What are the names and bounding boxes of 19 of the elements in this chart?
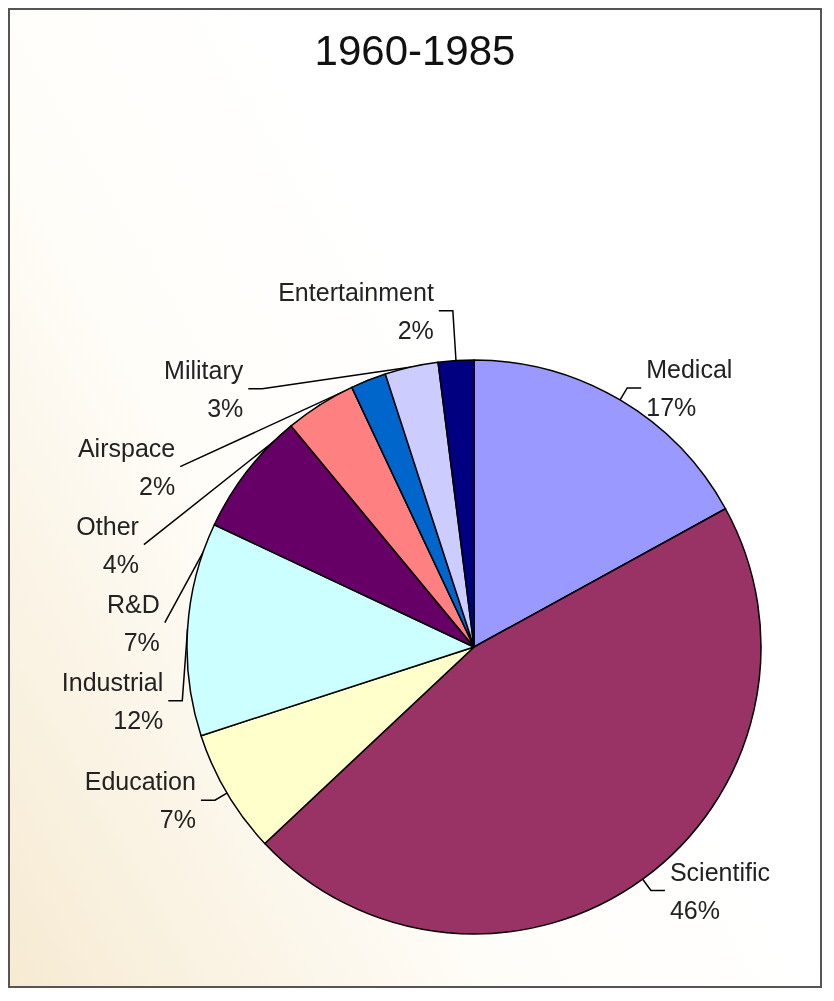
chart-title: 1960-1985 [314, 26, 516, 74]
slice-label: Scientific [669, 857, 770, 886]
data-label: 2% [139, 471, 176, 500]
slice-label: Other [76, 511, 139, 540]
data-label: 3% [207, 393, 244, 422]
slice-label: R&D [106, 589, 160, 618]
slice-label: Education [84, 767, 196, 796]
data-label: 12% [113, 705, 164, 734]
slice-label: Industrial [61, 667, 164, 696]
data-label: 17% [646, 392, 697, 421]
data-label: 46% [669, 895, 720, 924]
data-label: 7% [159, 805, 196, 834]
data-label: 7% [123, 627, 160, 656]
slice-label: Airspace [77, 433, 176, 462]
data-label: 4% [102, 549, 139, 578]
slice-label: Entertainment [278, 277, 434, 306]
data-label: 2% [397, 315, 434, 344]
slice-label: Military [164, 355, 244, 384]
slice-label: Medical [646, 354, 733, 383]
